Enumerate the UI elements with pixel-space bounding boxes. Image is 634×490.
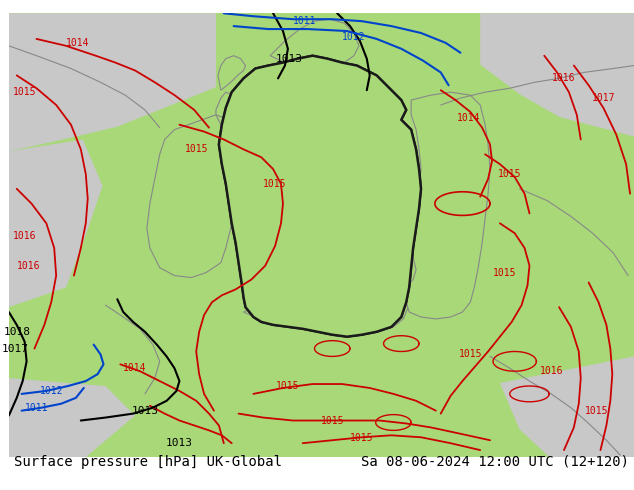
Text: 1015: 1015 <box>498 169 522 179</box>
Text: 1011: 1011 <box>25 403 48 413</box>
Polygon shape <box>406 92 490 319</box>
Text: 1017: 1017 <box>1 343 29 353</box>
Polygon shape <box>216 92 238 118</box>
Polygon shape <box>218 56 245 90</box>
Text: 1014: 1014 <box>456 113 480 123</box>
Polygon shape <box>316 297 408 337</box>
Text: 1014: 1014 <box>124 363 147 373</box>
Text: 1015: 1015 <box>276 381 300 391</box>
Text: 1011: 1011 <box>293 16 316 26</box>
Polygon shape <box>480 13 634 137</box>
Text: 1015: 1015 <box>184 145 208 154</box>
Text: 1016: 1016 <box>17 261 41 270</box>
Polygon shape <box>147 115 236 277</box>
Text: 1013: 1013 <box>166 438 193 448</box>
Polygon shape <box>9 378 135 457</box>
Text: 1014: 1014 <box>66 38 89 48</box>
Text: 1015: 1015 <box>458 349 482 360</box>
Polygon shape <box>9 140 103 307</box>
Text: Sa 08-06-2024 12:00 UTC (12+120): Sa 08-06-2024 12:00 UTC (12+120) <box>361 455 629 469</box>
Polygon shape <box>243 299 329 327</box>
Text: 1015: 1015 <box>350 433 373 443</box>
Text: 1012: 1012 <box>39 386 63 396</box>
Polygon shape <box>500 356 634 457</box>
Text: 1015: 1015 <box>263 179 287 189</box>
Text: 1016: 1016 <box>540 366 563 376</box>
Bar <box>9 457 634 477</box>
Text: 1015: 1015 <box>13 87 36 97</box>
Text: 1012: 1012 <box>342 32 366 42</box>
Text: Surface pressure [hPa] UK-Global: Surface pressure [hPa] UK-Global <box>14 455 281 469</box>
Polygon shape <box>219 56 421 337</box>
Text: 1018: 1018 <box>3 327 30 337</box>
Text: 1017: 1017 <box>592 93 615 103</box>
Polygon shape <box>219 56 421 337</box>
Text: 1015: 1015 <box>493 268 517 278</box>
Polygon shape <box>320 243 416 294</box>
Text: 1015: 1015 <box>321 416 344 425</box>
Polygon shape <box>9 13 216 151</box>
Text: 1015: 1015 <box>585 406 608 416</box>
Polygon shape <box>270 19 359 63</box>
Text: 1013: 1013 <box>131 406 158 416</box>
Text: 1016: 1016 <box>13 231 36 241</box>
Text: 1016: 1016 <box>552 74 576 83</box>
Text: 1013: 1013 <box>275 53 302 64</box>
